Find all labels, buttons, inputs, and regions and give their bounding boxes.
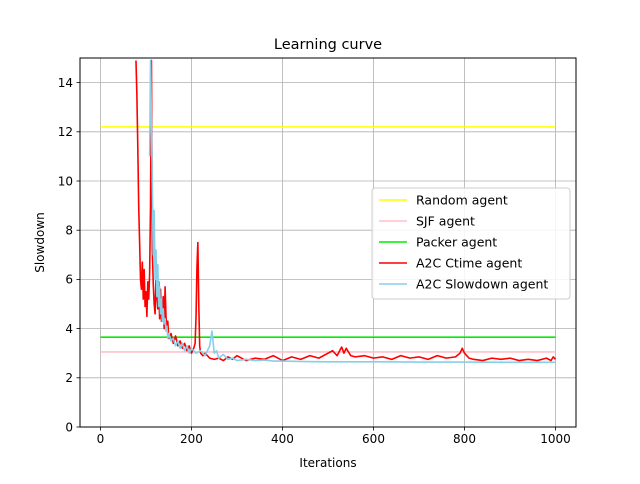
x-tick-label: 200 [180,432,203,446]
legend-label: Packer agent [416,235,497,250]
x-tick-label: 600 [362,432,385,446]
y-tick-label: 8 [65,224,73,238]
axis-ticks: 0 200 400 600 800 1000 0 2 4 6 8 10 12 14 [58,76,571,446]
legend-label: A2C Slowdown agent [416,277,548,292]
y-tick-label: 14 [58,76,73,90]
y-tick-label: 10 [58,174,73,188]
y-tick-label: 12 [58,125,73,139]
legend-label: A2C Ctime agent [416,256,522,271]
y-tick-label: 6 [65,273,73,287]
plot-frame [79,57,577,428]
x-tick-label: 400 [271,432,294,446]
chart-title: Learning curve [274,37,382,53]
legend: Random agent SJF agent Packer agent A2C Cti… [371,187,571,300]
x-tick-label: 1000 [540,432,571,446]
legend-label: Random agent [416,193,508,208]
y-tick-label: 2 [65,371,73,385]
legend-label: SJF agent [416,214,475,229]
data-series [100,59,557,364]
y-tick-label: 0 [65,420,73,434]
series-line-4 [148,59,556,364]
x-tick-label: 0 [97,432,105,446]
series-line-3 [135,59,557,362]
legend-box [371,187,571,300]
x-tick-label: 800 [453,432,476,446]
y-tick-label: 4 [65,322,73,336]
y-axis-label: Slowdown [33,212,47,273]
x-axis-label: Iterations [299,456,356,470]
